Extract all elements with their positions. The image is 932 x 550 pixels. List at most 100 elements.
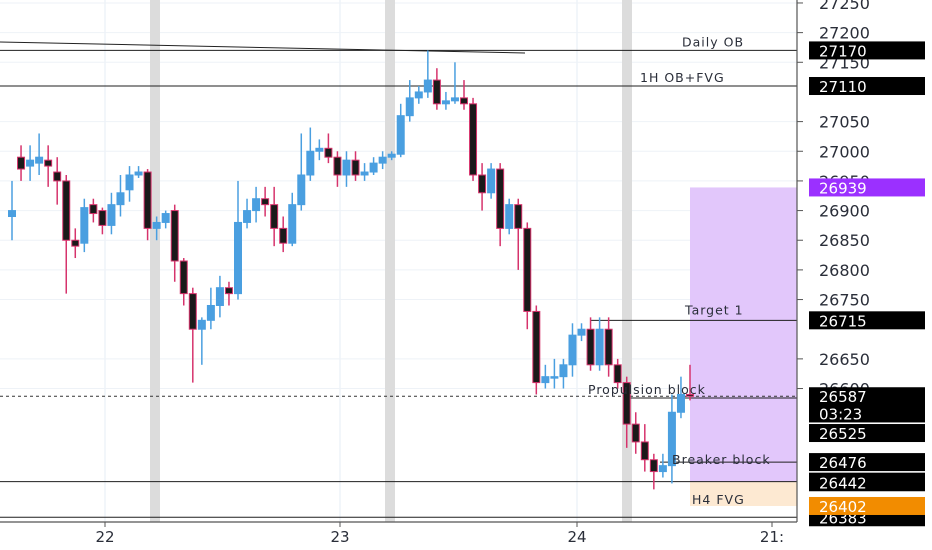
candle-body: [215, 287, 224, 306]
candle: [143, 169, 152, 241]
candle-body: [405, 97, 414, 117]
candle-body: [71, 239, 80, 247]
candle-body: [279, 227, 288, 244]
price-tick-label: 26650: [819, 350, 870, 369]
candle-body: [152, 221, 161, 229]
session-band: [385, 0, 395, 522]
candle-body: [161, 213, 170, 223]
price-tick-label: 26750: [819, 291, 870, 310]
fvg-label: H4 FVG: [692, 492, 745, 507]
candle-body: [26, 159, 35, 167]
candle-body: [170, 210, 179, 262]
candle-body: [686, 393, 694, 397]
candle: [53, 157, 62, 205]
candle-body: [532, 310, 541, 384]
price-tag: 03:23: [809, 404, 925, 423]
candle: [188, 287, 197, 383]
candle-body: [288, 204, 297, 244]
candle: [676, 376, 685, 419]
candle-body: [460, 97, 468, 105]
candle: [559, 358, 568, 389]
price-tag-box: [809, 496, 925, 515]
candle: [134, 166, 143, 178]
candle-body: [333, 156, 342, 176]
price-tag: 26587: [809, 387, 925, 406]
price-tag: 26402: [809, 496, 925, 516]
candle-body: [423, 79, 432, 93]
candle-body: [306, 150, 315, 176]
candle: [532, 305, 541, 395]
candle-body: [80, 207, 89, 244]
price-tag: 26476: [809, 453, 925, 472]
candle: [333, 151, 342, 187]
candle: [215, 275, 224, 318]
price-tick-label: 26800: [819, 261, 870, 280]
price-tag-label: 26525: [819, 425, 867, 443]
candle-body: [550, 376, 559, 379]
price-tag: 26715: [809, 311, 925, 330]
candle: [478, 163, 487, 211]
level-label: Breaker block: [672, 452, 771, 467]
candle-body: [649, 459, 658, 473]
candle: [469, 97, 478, 181]
candle-body: [577, 328, 586, 336]
candle-body: [360, 171, 369, 176]
price-tick-label: 26900: [819, 202, 870, 221]
candle: [315, 139, 324, 161]
candle: [441, 91, 450, 110]
horizontal-grid: [0, 2, 797, 390]
candle: [686, 364, 694, 401]
candle: [62, 174, 71, 294]
candle: [658, 453, 667, 478]
candle-body: [378, 156, 387, 164]
price-tag-label: 26442: [819, 474, 867, 492]
level-label: 1H OB+FVG: [640, 70, 725, 85]
candle-body: [8, 210, 16, 218]
price-tag-box: [809, 404, 925, 423]
candle: [523, 222, 532, 330]
level-label: Target 1: [684, 302, 744, 317]
price-tag: 27170: [809, 41, 925, 60]
candle: [360, 163, 369, 181]
price-tag-label: 27110: [819, 78, 867, 96]
candle-body: [224, 287, 233, 295]
candle: [514, 198, 523, 270]
candle: [206, 287, 215, 330]
price-tag-label: 27170: [819, 42, 867, 60]
time-axis[interactable]: 22 23 24 21:: [0, 521, 797, 546]
candle: [622, 376, 631, 448]
price-tag-box: [809, 77, 925, 96]
session-band: [150, 0, 160, 522]
trend-line: [0, 41, 526, 54]
candle-body: [396, 115, 405, 155]
candle-body: [369, 162, 378, 173]
candle: [261, 186, 270, 217]
candle-body: [505, 204, 514, 229]
candle-body: [44, 159, 53, 167]
candle-body: [667, 411, 676, 467]
candle-body: [613, 364, 622, 384]
candle-body: [270, 204, 279, 229]
candle: [170, 204, 179, 282]
price-tick-label: 26850: [819, 231, 870, 250]
candle-body: [441, 100, 450, 105]
candle-body: [62, 180, 71, 241]
candle: [387, 151, 396, 161]
price-tags: 2717027110267152658426476264432638326939…: [809, 41, 925, 527]
candle: [414, 86, 423, 104]
candle: [450, 62, 459, 104]
candle-body: [89, 204, 98, 215]
candle-body: [116, 192, 125, 206]
candle-body: [351, 159, 360, 176]
candle: [604, 317, 613, 377]
price-tag-label: 26715: [819, 312, 867, 330]
candle-body: [342, 159, 351, 176]
candle-body: [179, 260, 188, 295]
price-tag-label: 26939: [819, 179, 867, 197]
price-tick-label: 27000: [819, 142, 870, 161]
candle: [234, 180, 242, 300]
candles: [8, 50, 694, 490]
level-label: Daily OB: [682, 34, 744, 49]
session-bands: [150, 0, 632, 522]
